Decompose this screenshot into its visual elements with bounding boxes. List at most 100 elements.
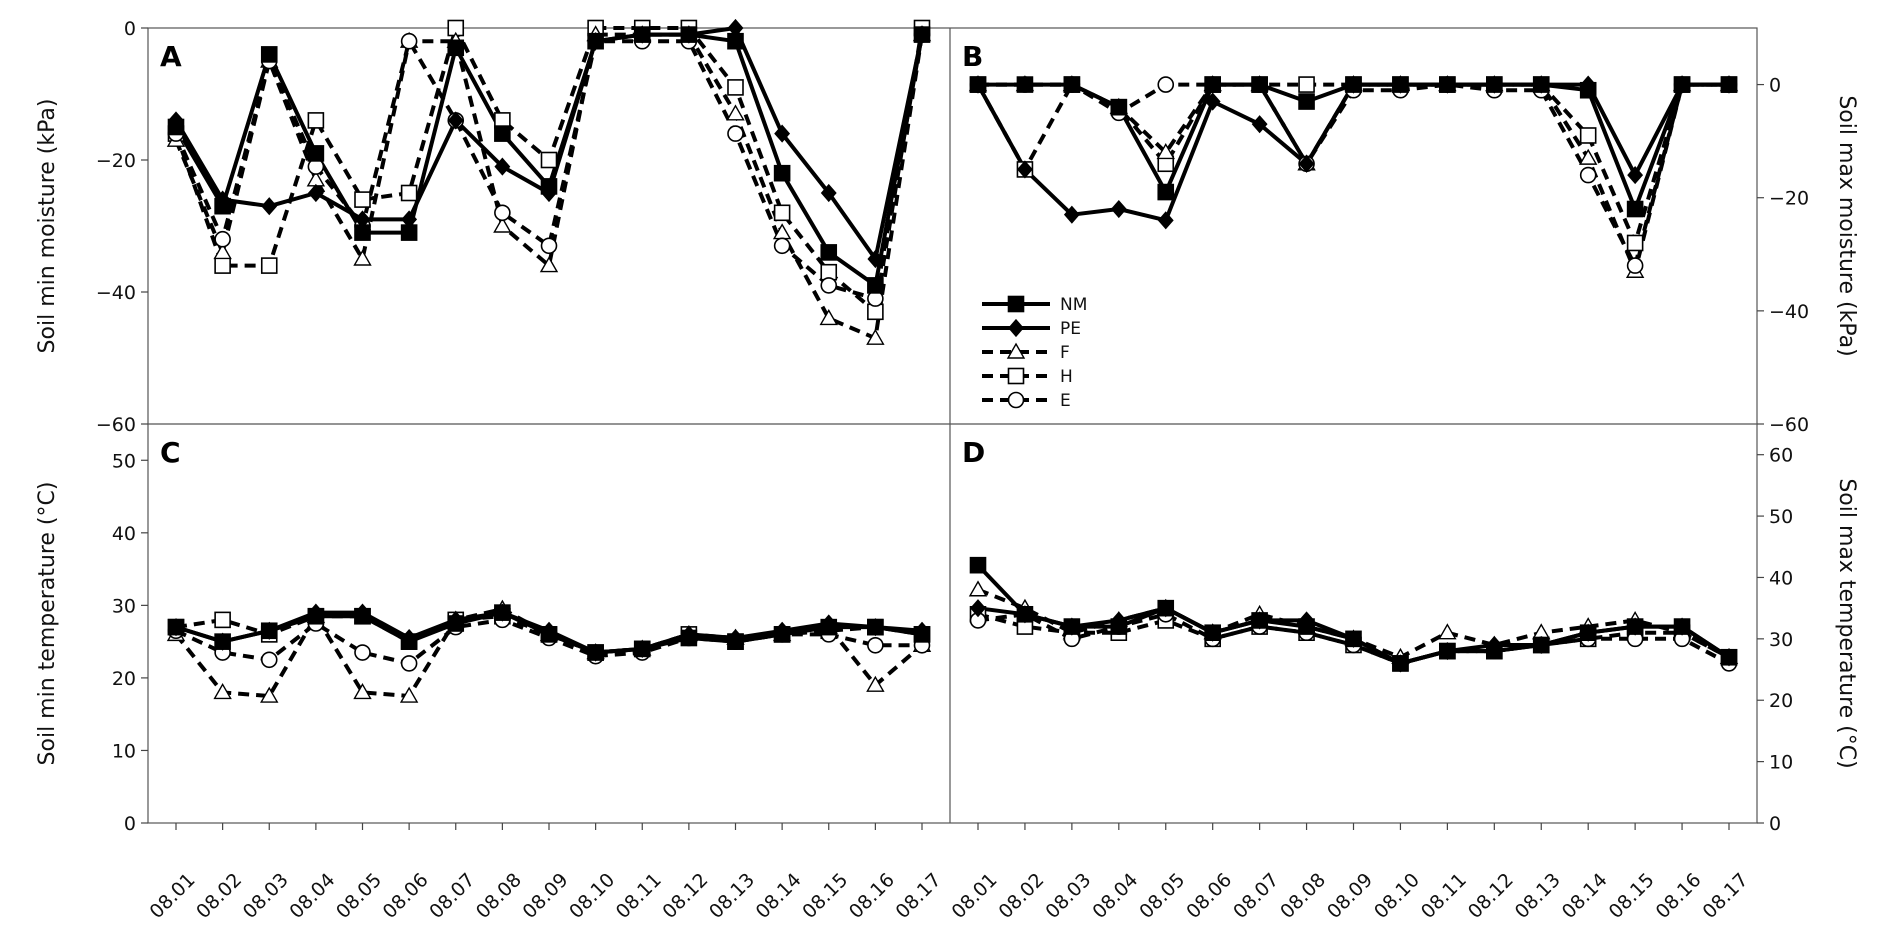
panel-d-series-nm-point	[1486, 642, 1503, 660]
panel-a-series-nm-point	[447, 39, 465, 57]
panel-d-series-nm-point	[1345, 630, 1362, 648]
panel-d-y-tick-label: 10	[1769, 752, 1793, 774]
legend-label-pe: PE	[1060, 319, 1081, 339]
panel-c-series-nm-point	[633, 640, 651, 658]
panel-a-series-h-point	[214, 257, 231, 274]
panel-b-series-nm-point	[1204, 76, 1221, 93]
panel-d-x-tick-label: 08.10	[1370, 869, 1424, 923]
panel-a-series-pe-point	[774, 124, 791, 143]
panel-a-series-f-point	[213, 242, 232, 260]
panel-d-x-tick-label: 08.13	[1511, 869, 1565, 923]
panel-d-y-tick-label: 20	[1769, 690, 1793, 712]
panel-d-series-nm-point	[1392, 655, 1409, 672]
panel-b-series-pe-point	[1204, 92, 1221, 111]
panel-b-series-f-point	[1156, 143, 1175, 160]
panel-a-series-nm-point	[727, 32, 744, 50]
panel-d-label: D	[962, 436, 985, 469]
panel-b-series-pe-point	[1298, 154, 1315, 173]
panel-c-series-nm-point	[727, 633, 744, 650]
panel-b-series-nm-point	[1251, 76, 1268, 93]
panel-c-series-nm-point	[167, 618, 185, 636]
panel-a-series-nm-point	[680, 26, 698, 43]
panel-d-series-nm-point	[1720, 648, 1738, 666]
panel-a-y-tick-label: −40	[96, 282, 136, 304]
panel-b-series-e-line	[978, 82, 1729, 268]
panel-a-series-pe-point	[447, 111, 464, 130]
panel-d-x-tick-label: 08.15	[1605, 869, 1659, 923]
panel-d-y-tick-label: 40	[1769, 567, 1793, 589]
panel-b-series-nm-point	[1345, 76, 1362, 93]
panel-a-series-e-point	[773, 237, 791, 255]
panel-b-series-h-point	[1298, 76, 1315, 93]
panel-b-series-pe-point	[1110, 199, 1127, 219]
panel-b-series-nm-line	[978, 82, 1729, 211]
panel-d-x-tick-label: 08.06	[1182, 869, 1236, 923]
legend-marker-f	[1006, 342, 1026, 359]
panel-a-series-nm-point	[400, 224, 418, 241]
panel-c-series-f-point	[399, 686, 419, 703]
panel-c-x-tick-label: 08.12	[658, 869, 712, 923]
panel-a-series-nm-point	[913, 26, 931, 43]
panel-c-series-nm-point	[400, 633, 418, 650]
panel-c-series-e-point	[867, 636, 884, 654]
panel-c-x-tick-label: 08.16	[845, 869, 899, 923]
panel-d-series-nm-point	[1673, 618, 1691, 635]
panel-b-label: B	[962, 40, 983, 73]
panel-c-series-h-point	[214, 611, 231, 629]
panel-d-x-tick-label: 08.08	[1276, 869, 1330, 923]
panel-b-series-pe-point	[1157, 211, 1174, 230]
panel-c-x-tick-label: 08.05	[332, 869, 386, 923]
panel-d-series-nm-point	[1016, 605, 1034, 623]
panel-b-y-axis-title: Soil max moisture (kPa)	[1834, 95, 1859, 356]
panel-b-series-nm-point	[1579, 81, 1597, 99]
panel-a-series-e-point	[540, 237, 558, 255]
panel-b-series-nm-point	[1439, 76, 1456, 93]
panel-b-y-tick-label: 0	[1769, 75, 1781, 97]
legend-label-nm: NM	[1060, 295, 1087, 315]
panel-a-y-tick-label: −20	[96, 150, 136, 172]
panel-b-series-nm-point	[1063, 76, 1081, 93]
panel-b-series-nm-point	[1720, 76, 1738, 93]
panel-b-series-e-point	[1157, 76, 1175, 93]
panel-c-series-nm-point	[680, 629, 698, 647]
panel-c-x-tick-label: 08.01	[146, 869, 200, 923]
panel-c-series-f-point	[866, 675, 885, 692]
panel-a-series-nm-point	[307, 145, 325, 162]
panel-c-y-tick-label: 50	[112, 450, 136, 472]
panel-c-series-e-point	[354, 644, 371, 661]
panel-d-y-tick-label: 30	[1769, 629, 1793, 651]
panel-c-series-nm-point	[260, 622, 278, 640]
panel-c-label: C	[160, 436, 181, 469]
panel-b-y-tick-label: −60	[1769, 414, 1809, 436]
panel-a-series-nm-point	[820, 244, 838, 261]
panel-b-series-nm-point	[1016, 76, 1034, 93]
panel-b-series-nm-point	[1486, 76, 1503, 93]
plot-frame	[147, 27, 1758, 824]
legend-label-e: E	[1060, 391, 1071, 411]
panel-a-series-nm-point	[773, 164, 791, 182]
panel-d-series-nm-point	[1251, 612, 1268, 629]
panel-c-x-tick-label: 08.11	[612, 869, 666, 923]
legend-marker-pe	[1008, 318, 1024, 338]
legend-marker-e	[1007, 391, 1025, 409]
panel-d-series-nm-point	[1579, 624, 1597, 642]
panel-d-y-axis-title: Soil max temperature (°C)	[1834, 478, 1859, 768]
panel-a-series-h-point	[540, 151, 558, 169]
panel-d-series-e-line	[977, 612, 1730, 666]
panel-d-series-f-point	[968, 580, 988, 597]
panel-frames	[147, 27, 1758, 824]
panel-b-series-nm-point	[1673, 76, 1691, 93]
panel-a-series-nm-point	[540, 178, 558, 195]
panel-a-series-e-point	[820, 277, 838, 294]
panel-d-series-nm-point	[1298, 618, 1315, 635]
panel-d-y-tick-label: 0	[1769, 813, 1781, 835]
panel-c-x-tick-label: 08.04	[285, 869, 339, 923]
panel-d-series-f-point	[1438, 623, 1457, 640]
panel-c-x-tick-label: 08.06	[379, 869, 433, 923]
panel-a-series-e-point	[494, 204, 511, 222]
panel-c-series-e-point	[260, 651, 278, 669]
panel-d-x-tick-label: 08.11	[1417, 869, 1471, 923]
panel-d-x-tick-label: 08.07	[1229, 869, 1283, 923]
panel-c-series-nm-point	[587, 644, 604, 661]
